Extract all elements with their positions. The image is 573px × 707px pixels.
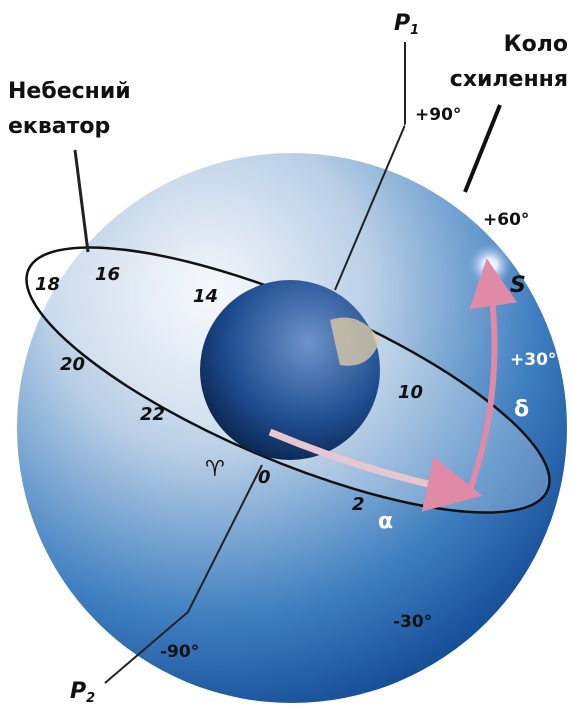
- hour-label: 16: [95, 264, 120, 285]
- equator-label: Небесний: [8, 79, 131, 104]
- delta-label: δ: [514, 397, 529, 422]
- texts: Небесний екватор Коло схилення P1 P2 +90…: [8, 11, 568, 706]
- hour-label: 18: [35, 274, 60, 295]
- hour-label: 10: [398, 382, 423, 403]
- hour-label: 14: [193, 286, 218, 307]
- pole-south: P2: [70, 679, 95, 706]
- alpha-label: α: [378, 509, 393, 534]
- equator-pointer: [73, 149, 90, 253]
- declination-pointer: [463, 104, 502, 193]
- declination-label: Коло: [504, 32, 568, 57]
- hour-label: 20: [60, 354, 85, 375]
- pole-north: P1: [394, 11, 419, 38]
- earth: [200, 280, 380, 460]
- decl-mark: -30°: [393, 612, 432, 632]
- decl-mark: +60°: [483, 210, 529, 230]
- decl-mark: -90°: [160, 642, 199, 662]
- decl-mark: +90°: [415, 105, 461, 125]
- equator-label: екватор: [8, 114, 110, 139]
- hour-label: 0: [258, 467, 271, 488]
- aries-symbol: ♈: [205, 457, 225, 482]
- star-glow: [468, 243, 512, 287]
- continent: [330, 317, 380, 366]
- declination-label: схилення: [450, 67, 568, 92]
- hour-label: 22: [140, 404, 165, 425]
- star-label: S: [510, 273, 526, 298]
- alpha-arrow: [268, 428, 483, 512]
- layout: [17, 42, 567, 703]
- decl-mark: +30°: [510, 350, 556, 370]
- hour-label: 2: [352, 494, 365, 515]
- south-axis: [104, 464, 263, 684]
